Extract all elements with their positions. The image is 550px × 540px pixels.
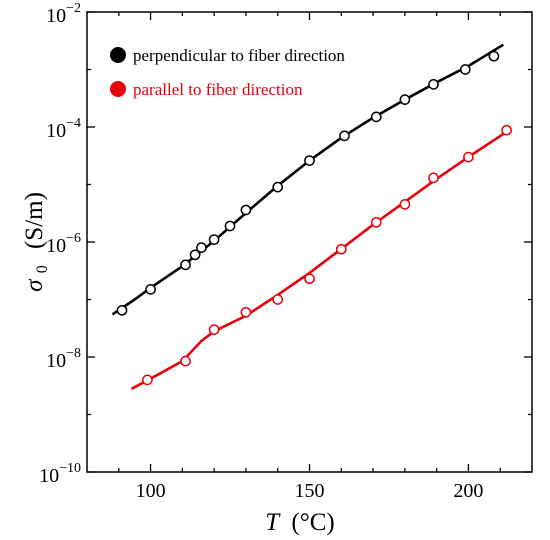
data-point-series-1 <box>370 216 382 228</box>
data-point-series-0 <box>240 204 252 216</box>
data-point-series-1 <box>142 374 153 386</box>
legend: perpendicular to fiber direction paralle… <box>110 46 345 99</box>
data-point-series-0 <box>488 50 500 62</box>
y-axis-symbol: σ <box>21 278 48 292</box>
data-point-series-1 <box>501 124 512 136</box>
y-tick-label: 10−2 <box>46 1 81 27</box>
fit-line-series-1 <box>130 128 511 390</box>
x-tick-label: 100 <box>136 480 166 502</box>
x-axis-symbol: T <box>265 509 281 536</box>
y-tick-label: 10−10 <box>39 461 81 487</box>
data-point-series-0 <box>224 220 236 232</box>
data-point-series-1 <box>240 306 252 318</box>
y-tick-label: 10−6 <box>46 231 81 257</box>
data-point-series-0 <box>428 79 439 90</box>
y-axis-unit: (S/m) <box>21 192 48 249</box>
data-point-series-1 <box>272 294 284 305</box>
data-point-series-0 <box>208 234 220 245</box>
y-tick-label: 10−4 <box>46 116 81 142</box>
data-point-series-0 <box>196 242 207 253</box>
y-tick-labels: 10−10 10−8 10−6 10−4 10−2 <box>39 1 81 487</box>
data-point-series-1 <box>180 355 191 367</box>
data-point-series-0 <box>189 249 201 261</box>
legend-marker-perpendicular <box>110 47 126 63</box>
x-axis-unit: (°C) <box>291 509 334 536</box>
axis-ticks <box>87 11 532 473</box>
legend-marker-parallel <box>110 81 126 97</box>
data-point-series-0 <box>272 181 284 193</box>
legend-label-perpendicular: perpendicular to fiber direction <box>133 46 345 65</box>
y-axis-subscript: 0 <box>34 265 51 273</box>
x-tick-label: 200 <box>453 480 483 502</box>
data-point-series-1 <box>335 243 347 255</box>
data-point-series-0 <box>145 284 156 295</box>
data-point-series-1 <box>463 151 474 163</box>
x-axis-label: T (°C) <box>265 509 334 536</box>
data-point-series-0 <box>116 304 128 316</box>
x-tick-label: 150 <box>295 480 325 502</box>
y-axis-label: σ 0 (S/m) <box>21 192 53 292</box>
data-point-series-0 <box>370 111 382 123</box>
data-point-series-0 <box>339 130 350 142</box>
data-point-series-0 <box>459 64 471 75</box>
data-point-series-1 <box>428 172 439 184</box>
data-point-series-0 <box>180 259 191 271</box>
data-point-series-1 <box>304 273 315 285</box>
data-point-series-0 <box>399 94 411 105</box>
data-markers <box>116 50 512 386</box>
legend-label-parallel: parallel to fiber direction <box>133 80 303 99</box>
data-point-series-0 <box>304 155 315 166</box>
y-tick-label: 10−8 <box>46 346 81 372</box>
data-point-series-1 <box>208 324 220 335</box>
data-point-series-1 <box>399 199 411 210</box>
x-tick-labels: 100 150 200 <box>136 480 484 502</box>
